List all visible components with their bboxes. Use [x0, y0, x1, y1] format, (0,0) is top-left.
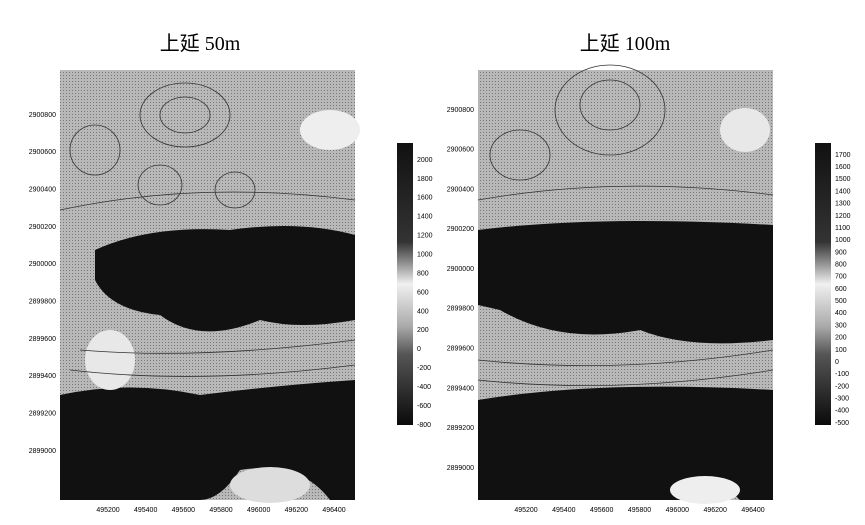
x-tick-label: 496000	[247, 507, 270, 514]
colorbar-label: 2000	[417, 157, 433, 164]
colorbar-label: 1300	[835, 201, 851, 208]
y-tick-label: 2900200	[29, 224, 56, 231]
colorbar-label: 1400	[835, 188, 851, 195]
colorbar-label: 1600	[835, 164, 851, 171]
x-tick-label: 496000	[666, 507, 689, 514]
colorbar-label: 0	[417, 346, 421, 353]
colorbar-label: -800	[417, 422, 431, 429]
colorbar-right	[815, 143, 831, 425]
colorbar-label: 0	[835, 359, 839, 366]
colorbar-label: 600	[835, 286, 847, 293]
colorbar-label: -200	[417, 365, 431, 372]
colorbar-label: 800	[835, 261, 847, 268]
colorbar-label: 900	[835, 249, 847, 256]
y-tick-label: 2899000	[29, 448, 56, 455]
colorbar-label: 1000	[835, 237, 851, 244]
panel-title: 上延 50m	[160, 32, 241, 55]
colorbar-label: 300	[835, 322, 847, 329]
colorbar-label: 1700	[835, 152, 851, 159]
y-tick-label: 2900800	[447, 107, 474, 114]
y-tick-label: 2900200	[447, 226, 474, 233]
x-tick-label: 496200	[285, 507, 308, 514]
y-tick-label: 2900000	[29, 261, 56, 268]
y-tick-label: 2899400	[447, 385, 474, 392]
colorbar-label: 200	[835, 335, 847, 342]
colorbar-label: -400	[835, 408, 849, 415]
y-tick-label: 2899800	[447, 306, 474, 313]
colorbar-label: 200	[417, 327, 429, 334]
y-tick-label: 2899600	[447, 346, 474, 353]
map-right	[477, 64, 774, 504]
y-tick-label: 2900600	[447, 147, 474, 154]
colorbar-label: -300	[835, 395, 849, 402]
colorbar-label: 500	[835, 298, 847, 305]
x-tick-label: 496400	[322, 507, 345, 514]
map-left	[59, 70, 360, 503]
y-tick-label: 2900400	[447, 186, 474, 193]
y-tick-label: 2899200	[447, 425, 474, 432]
x-tick-label: 495200	[96, 507, 119, 514]
x-tick-label: 495600	[172, 507, 195, 514]
y-tick-label: 2899000	[447, 465, 474, 472]
colorbar-label: 1100	[835, 225, 850, 232]
colorbar-label: 400	[417, 308, 429, 315]
x-tick-label: 495400	[552, 507, 575, 514]
colorbar-label: 1200	[835, 213, 851, 220]
colorbar-label: 100	[835, 347, 847, 354]
colorbar-label: 1200	[417, 233, 433, 240]
colorbar-label: 600	[417, 289, 429, 296]
colorbar-left	[397, 143, 413, 425]
x-tick-label: 496200	[703, 507, 726, 514]
colorbar-label: 1500	[835, 176, 851, 183]
x-tick-label: 496400	[741, 507, 764, 514]
colorbar-label: -200	[835, 383, 849, 390]
x-tick-label: 495400	[134, 507, 157, 514]
y-tick-label: 2900600	[29, 149, 56, 156]
y-tick-label: 2899400	[29, 373, 56, 380]
colorbar-label: 800	[417, 270, 429, 277]
y-tick-label: 2900000	[447, 266, 474, 273]
colorbar-label: 700	[835, 274, 847, 281]
y-tick-label: 2899600	[29, 336, 56, 343]
y-tick-label: 2899200	[29, 411, 56, 418]
colorbar-label: 400	[835, 310, 847, 317]
colorbar-label: 1400	[417, 214, 433, 221]
x-tick-label: 495800	[209, 507, 232, 514]
panel-title: 上延 100m	[580, 32, 671, 55]
colorbar-label: 1600	[417, 195, 433, 202]
colorbar-label: -500	[835, 420, 849, 427]
colorbar-label: 1000	[417, 251, 433, 258]
colorbar-label: -600	[417, 403, 431, 410]
colorbar-label: -100	[835, 371, 849, 378]
y-tick-label: 2900800	[29, 112, 56, 119]
x-tick-label: 495800	[628, 507, 651, 514]
x-tick-label: 495600	[590, 507, 613, 514]
y-tick-label: 2900400	[29, 187, 56, 194]
colorbar-label: 1800	[417, 176, 433, 183]
colorbar-label: -400	[417, 384, 431, 391]
x-tick-label: 495200	[514, 507, 537, 514]
y-tick-label: 2899800	[29, 299, 56, 306]
